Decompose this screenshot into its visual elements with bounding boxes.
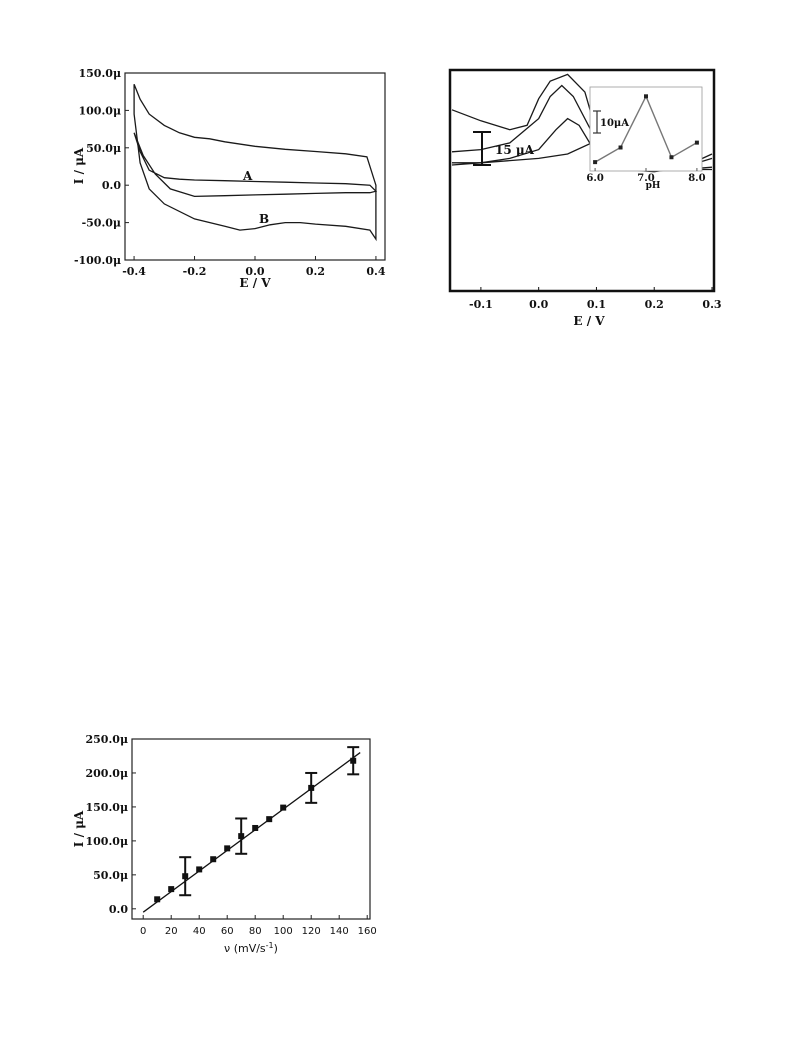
inset-point	[644, 94, 648, 99]
cv-x-tick-label: 0.0	[245, 265, 264, 278]
data-point	[266, 816, 273, 823]
ph-inset: 10μA 6.0 7.0 8.0 pH	[586, 86, 706, 191]
scan-rate-x-tick-label: 100	[274, 926, 293, 937]
cv-x-tick-label: 0.2	[306, 265, 325, 278]
dpv-x-tick-label: 0.3	[702, 298, 721, 311]
inset-point	[618, 145, 623, 150]
dpv-x-tick-label: 0.2	[645, 298, 664, 311]
scan-rate-x-tick-label: 120	[302, 926, 321, 937]
scan-rate-plot-frame	[131, 738, 371, 920]
inset-point	[593, 160, 598, 165]
scan-rate-y-tick-label: 50.0μ	[93, 869, 128, 882]
data-point	[154, 896, 161, 903]
data-point	[168, 886, 175, 893]
cv-x-axis-label: E / V	[239, 276, 271, 290]
cv-y-axis-label: I / μA	[72, 147, 86, 184]
dpv-x-tick-label: 0.1	[587, 298, 606, 311]
scan-rate-x-tick-label: 20	[165, 926, 178, 937]
cv-curve-2	[133, 83, 377, 242]
inset-x-tick-label: 6.0	[586, 173, 603, 184]
data-point	[252, 824, 259, 831]
linear-fit-line	[142, 752, 361, 913]
scan-rate-x-tick-label: 140	[330, 926, 349, 937]
cv-plot-frame	[124, 72, 386, 261]
cv-curve-1	[133, 132, 378, 198]
inset-scale-bar	[593, 110, 601, 134]
cv-x-tick-label: -0.4	[122, 265, 146, 278]
scan-rate-chart: 0 20 40 60 80 100 120 140 160 0.0 50.0μ 100.0μ 150.0…	[72, 733, 377, 955]
data-point	[224, 845, 231, 852]
scan-rate-x-axis-label: ν (mV/s-1)	[224, 941, 278, 955]
dpv-scale-bar	[473, 131, 491, 166]
dpv-scale-bar-label: 15 μA	[495, 143, 535, 157]
scan-rate-y-tick-label: 150.0μ	[86, 801, 129, 814]
cv-annotation-a: A	[242, 169, 253, 183]
inset-scale-bar-label: 10μA	[600, 118, 629, 129]
cv-y-tick-label: 100.0μ	[79, 104, 122, 117]
scan-rate-y-tick-label: 200.0μ	[86, 767, 129, 780]
data-point	[238, 833, 245, 840]
inset-point	[694, 140, 699, 145]
cv-chart: -0.4 -0.2 0.0 0.2 0.4 150.0μ 100.0μ 50.0μ 0.0 -50…	[72, 67, 386, 290]
scan-rate-x-tick-label: 80	[249, 926, 262, 937]
scan-rate-x-tick-label: 60	[221, 926, 234, 937]
inset-point	[669, 155, 674, 160]
scan-rate-y-tick-label: 100.0μ	[86, 835, 129, 848]
data-point	[308, 784, 315, 791]
data-point	[210, 856, 217, 863]
scan-rate-x-tick-label: 160	[358, 926, 377, 937]
cv-y-tick-label: 150.0μ	[79, 67, 122, 80]
scan-rate-y-axis-label: I / μA	[72, 810, 86, 847]
inset-x-tick-label: 8.0	[688, 173, 705, 184]
inset-plot-frame	[589, 86, 703, 172]
dpv-x-tick-label: -0.1	[469, 298, 493, 311]
cv-y-tick-label: 50.0μ	[86, 142, 121, 155]
cv-annotation-b: B	[259, 212, 269, 226]
scan-rate-x-tick-label: 40	[193, 926, 206, 937]
dpv-x-tick-label: 0.0	[529, 298, 548, 311]
data-point	[182, 873, 189, 880]
cv-y-tick-label: 0.0	[102, 179, 121, 192]
data-point	[196, 866, 203, 873]
scan-rate-x-tick-label: 0	[140, 926, 146, 937]
cv-y-tick-label: -50.0μ	[82, 217, 121, 230]
dpv-x-axis-label: E / V	[573, 314, 605, 328]
inset-x-tick-label: 7.0	[637, 173, 654, 184]
data-point	[350, 757, 357, 764]
cv-x-tick-label: 0.4	[366, 265, 385, 278]
dpv-chart: 15 μA -0.1 0.0 0.1 0.2 0.3 E / V 10μA 6.0 7.0…	[448, 68, 722, 328]
dpv-plot-frame	[448, 68, 716, 293]
scan-rate-y-tick-label: 0.0	[109, 903, 128, 916]
data-point	[280, 804, 287, 811]
scan-rate-y-tick-label: 250.0μ	[86, 733, 129, 746]
cv-x-tick-label: -0.2	[183, 265, 207, 278]
cv-y-tick-label: -100.0μ	[74, 254, 121, 267]
inset-x-axis-label: pH	[646, 181, 661, 191]
